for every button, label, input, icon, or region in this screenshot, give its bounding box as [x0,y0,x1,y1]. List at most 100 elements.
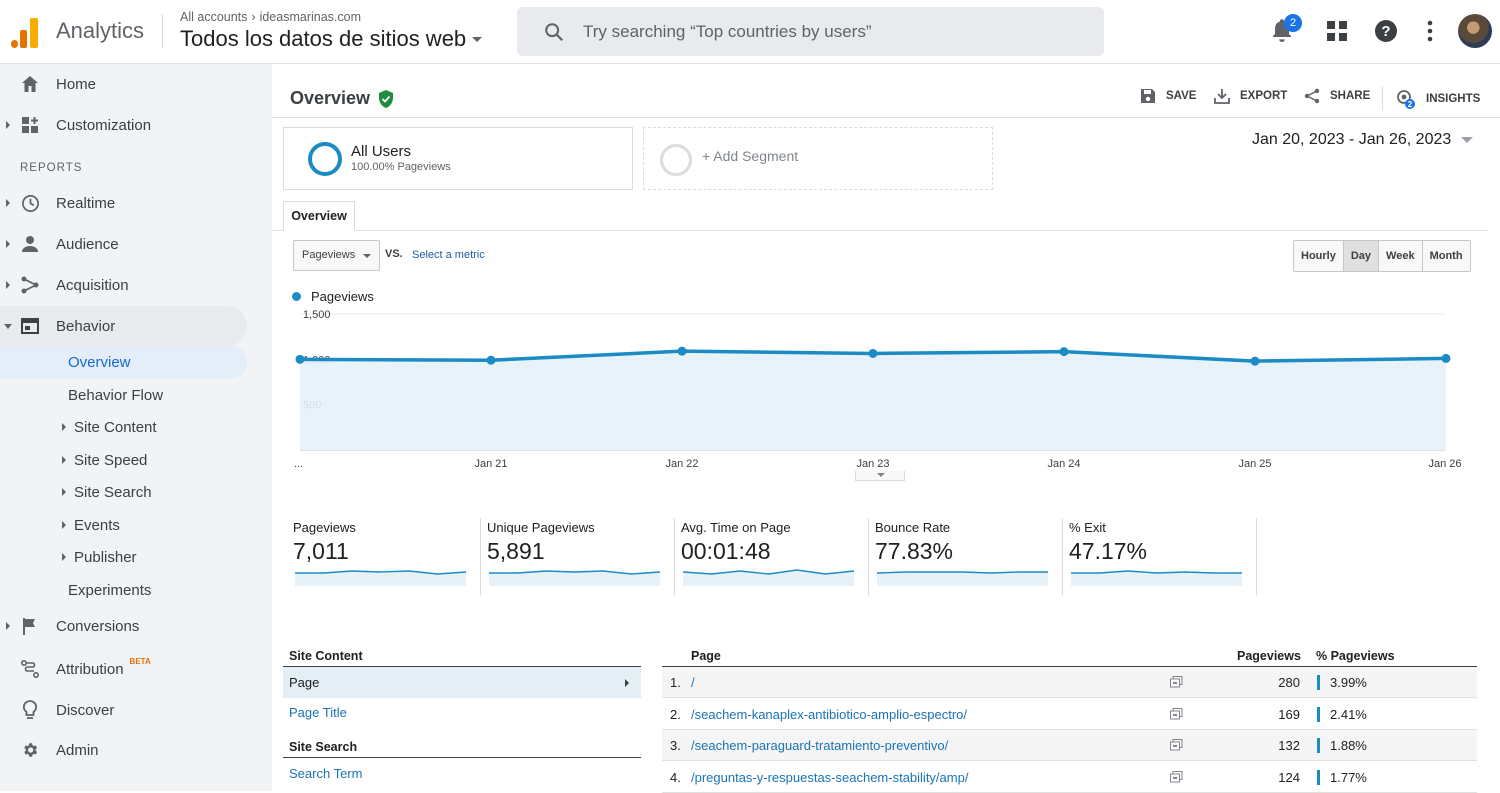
sidebar-item-discover[interactable]: Discover [0,690,247,730]
sidebar-subitem-publisher[interactable]: Publisher [0,541,247,573]
kpi-unique-pageviews[interactable]: Unique Pageviews 5,891 [481,518,675,596]
expand-arrow-icon[interactable] [6,199,10,207]
expand-arrow-icon[interactable] [62,423,66,431]
expand-arrow-icon[interactable] [6,240,10,248]
save-label: SAVE [1166,90,1197,102]
expand-arrow-icon[interactable] [6,121,10,129]
sidebar-item-admin[interactable]: Admin [0,730,247,770]
actions-divider [1382,86,1383,110]
chart-collapse-handle[interactable] [855,471,905,481]
breadcrumb-root[interactable]: All accounts [180,10,248,24]
expand-arrow-icon[interactable] [62,488,66,496]
sidebar-item-label: Realtime [56,194,116,212]
analytics-logo[interactable] [10,16,40,48]
open-page-icon[interactable] [1170,676,1183,688]
kpi-sparkline [1071,570,1242,586]
export-button[interactable]: EXPORT [1214,88,1287,104]
kpi-bounce-rate[interactable]: Bounce Rate 77.83% [869,518,1063,596]
sidebar-subitem-site-speed[interactable]: Site Speed [0,444,247,476]
sidebar-subitem-behavior-flow[interactable]: Behavior Flow [0,379,247,411]
metric-dropdown[interactable]: Pageviews [293,240,380,271]
data-point[interactable] [1441,353,1451,363]
kpi-avg-time-on-page[interactable]: Avg. Time on Page 00:01:48 [675,518,869,596]
share-label: SHARE [1330,90,1371,102]
more-vert-icon[interactable] [1420,20,1440,42]
empty-segment-ring-icon [660,144,692,176]
share-button[interactable]: SHARE [1304,88,1370,104]
kpi-exit[interactable]: % Exit 47.17% [1063,518,1257,596]
sidebar-item-customization[interactable]: Customization [0,105,247,145]
sidebar-item-realtime[interactable]: Realtime [0,183,247,223]
page-link[interactable]: /seachem-kanaplex-antibiotico-amplio-esp… [691,706,968,722]
expand-arrow-icon[interactable] [62,521,66,529]
data-point[interactable] [1250,356,1260,366]
help-icon[interactable]: ? [1374,19,1398,43]
date-range-picker[interactable]: Jan 20, 2023 - Jan 26, 2023 [1252,131,1474,149]
open-page-icon[interactable] [1170,771,1183,783]
kpi-pageviews[interactable]: Pageviews 7,011 [287,518,481,596]
sidebar-subitem-site-content[interactable]: Site Content [0,411,247,443]
open-page-icon[interactable] [1170,739,1183,751]
property-selector[interactable]: Todos los datos de sitios web [180,26,483,52]
tab-overview[interactable]: Overview [283,201,355,231]
page-link[interactable]: /seachem-paraguard-tratamiento-preventiv… [691,738,949,754]
select-metric-link[interactable]: Select a metric [412,249,485,261]
sidebar-subitem-overview[interactable]: Overview [0,346,247,378]
data-point[interactable] [486,355,496,365]
sidebar-item-label: Discover [56,701,115,719]
granularity-hourly-button[interactable]: Hourly [1294,241,1343,271]
table-row[interactable]: 3. /seachem-paraguard-tratamiento-preven… [662,730,1477,762]
expand-arrow-icon[interactable] [62,553,66,561]
table-row[interactable]: 1. / 280 3.99% [662,667,1477,698]
sidebar-subitem-events[interactable]: Events [0,509,247,541]
kpi-divider [674,518,675,596]
open-page-icon[interactable] [1170,707,1183,720]
sidebar-item-label: Attribution [56,660,124,678]
sidebar-subitem-site-search[interactable]: Site Search [0,476,247,508]
sparkline-area [489,571,660,586]
sidebar-item-acquisition[interactable]: Acquisition [0,265,247,305]
insights-button[interactable]: 2 INSIGHTS [1396,88,1480,110]
account-avatar[interactable] [1458,14,1492,48]
dimension-search-term[interactable]: Search Term [289,766,363,781]
dimension-page-title[interactable]: Page Title [289,705,347,720]
segment-all-users[interactable]: All Users 100.00% Pageviews [283,127,633,190]
collapse-arrow-icon[interactable] [4,323,12,329]
breadcrumb-account[interactable]: ideasmarinas.com [259,10,362,24]
sidebar-item-audience[interactable]: Audience [0,224,247,264]
page-link[interactable]: /preguntas-y-respuestas-seachem-stabilit… [691,770,969,786]
breadcrumb[interactable]: All accounts › ideasmarinas.com [180,10,361,24]
data-point[interactable] [868,348,878,358]
column-header-pageviews[interactable]: Pageviews [1237,649,1301,663]
sidebar-item-conversions[interactable]: Conversions [0,606,247,646]
sidebar-subitem-label: Site Speed [74,451,148,469]
save-button[interactable]: SAVE [1140,88,1196,104]
table-row[interactable]: 4. /preguntas-y-respuestas-seachem-stabi… [662,762,1477,793]
data-point[interactable] [295,354,305,364]
sidebar-item-behavior[interactable]: Behavior [0,306,247,346]
search-input[interactable] [583,21,1063,42]
expand-arrow-icon[interactable] [62,456,66,464]
x-tick-label: Jan 21 [474,458,507,470]
header-divider-line [272,117,1500,118]
granularity-month-button[interactable]: Month [1421,241,1470,271]
column-header-pct-pageviews[interactable]: % Pageviews [1316,649,1395,663]
page-link[interactable]: / [691,675,695,690]
data-point[interactable] [677,346,687,356]
granularity-day-button[interactable]: Day [1342,241,1379,271]
table-row[interactable]: 2. /seachem-kanaplex-antibiotico-amplio-… [662,699,1477,730]
data-point[interactable] [1059,347,1069,357]
sidebar-subitem-experiments[interactable]: Experiments [0,574,247,606]
sidebar-item-attribution[interactable]: Attribution BETA [0,649,247,689]
expand-arrow-icon[interactable] [6,281,10,289]
y-tick-label: 1,500 [303,309,331,321]
main-area: Overview SAVE EXPORT SHARE 2 INSIGHTS Al… [258,64,1500,793]
granularity-week-button[interactable]: Week [1378,241,1422,271]
sidebar-item-home[interactable]: Home [0,64,247,104]
expand-arrow-icon[interactable] [6,622,10,630]
dimension-page[interactable]: Page [283,667,641,698]
apps-grid-icon[interactable] [1326,20,1348,42]
search-bar[interactable] [517,7,1104,56]
sidebar-item-label: Customization [56,116,152,134]
add-segment-button[interactable]: + Add Segment [643,127,993,190]
